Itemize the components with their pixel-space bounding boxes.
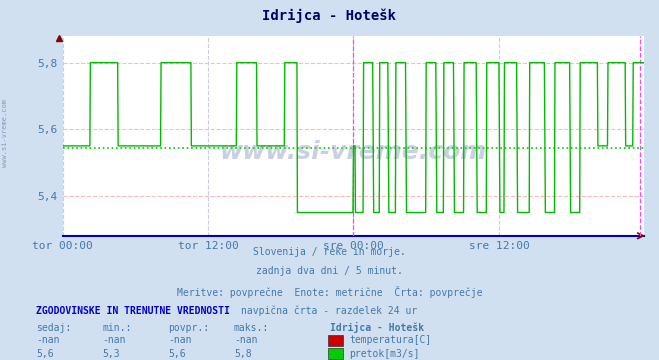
- Text: -nan: -nan: [168, 335, 192, 345]
- Text: www.si-vreme.com: www.si-vreme.com: [2, 99, 9, 167]
- Text: povpr.:: povpr.:: [168, 323, 209, 333]
- Text: -nan: -nan: [36, 335, 60, 345]
- Text: www.si-vreme.com: www.si-vreme.com: [219, 140, 487, 164]
- Text: pretok[m3/s]: pretok[m3/s]: [349, 348, 420, 359]
- Text: zadnja dva dni / 5 minut.: zadnja dva dni / 5 minut.: [256, 266, 403, 276]
- Text: 5,6: 5,6: [168, 348, 186, 359]
- Text: temperatura[C]: temperatura[C]: [349, 335, 432, 345]
- Text: 5,3: 5,3: [102, 348, 120, 359]
- Text: Idrijca - Hotešk: Idrijca - Hotešk: [330, 322, 424, 333]
- Text: -nan: -nan: [234, 335, 258, 345]
- Text: maks.:: maks.:: [234, 323, 269, 333]
- Text: 5,6: 5,6: [36, 348, 54, 359]
- Text: Meritve: povprečne  Enote: metrične  Črta: povprečje: Meritve: povprečne Enote: metrične Črta:…: [177, 286, 482, 298]
- Text: Slovenija / reke in morje.: Slovenija / reke in morje.: [253, 247, 406, 257]
- Text: navpična črta - razdelek 24 ur: navpična črta - razdelek 24 ur: [241, 306, 418, 316]
- Text: sedaj:: sedaj:: [36, 323, 71, 333]
- Text: Idrijca - Hotešk: Idrijca - Hotešk: [262, 9, 397, 23]
- Text: -nan: -nan: [102, 335, 126, 345]
- Text: 5,8: 5,8: [234, 348, 252, 359]
- Text: ZGODOVINSKE IN TRENUTNE VREDNOSTI: ZGODOVINSKE IN TRENUTNE VREDNOSTI: [36, 306, 230, 316]
- Text: min.:: min.:: [102, 323, 132, 333]
